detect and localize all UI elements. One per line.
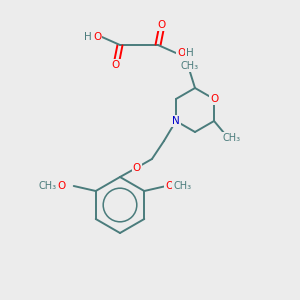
Text: O: O (165, 181, 173, 191)
Text: CH₃: CH₃ (39, 181, 57, 191)
Text: H: H (186, 48, 194, 58)
Text: O: O (210, 94, 218, 104)
Text: O: O (177, 48, 185, 58)
Text: O: O (112, 60, 120, 70)
Text: O: O (158, 20, 166, 30)
Text: CH₃: CH₃ (181, 61, 199, 71)
Text: H: H (84, 32, 92, 42)
Text: CH₃: CH₃ (173, 181, 191, 191)
Text: CH₃: CH₃ (223, 133, 241, 143)
Text: O: O (133, 163, 141, 173)
Text: O: O (58, 181, 66, 191)
Text: N: N (172, 116, 180, 126)
Text: O: O (93, 32, 101, 42)
